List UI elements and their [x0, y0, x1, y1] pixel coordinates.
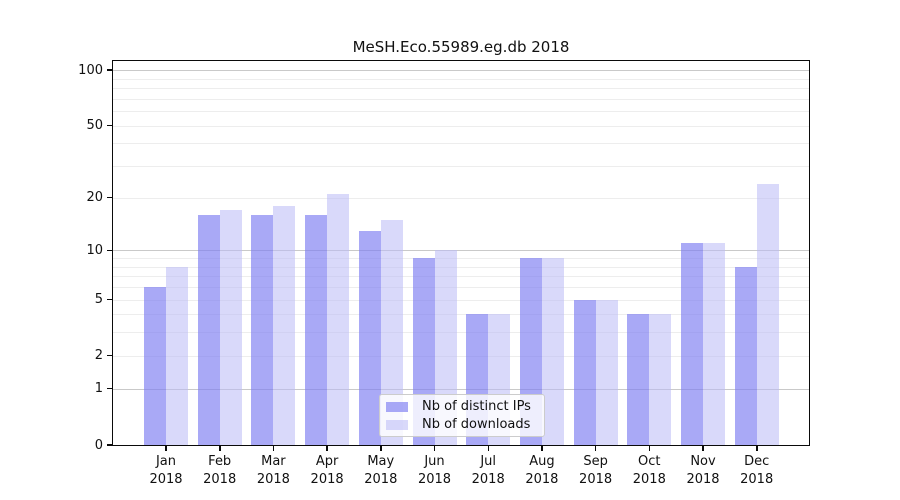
- minor-gridline: [113, 286, 809, 288]
- x-tick-label: Sep 2018: [579, 454, 613, 487]
- legend-swatch-ips-icon: [386, 401, 408, 412]
- bar-ips-jan: [144, 286, 166, 445]
- x-tick-mark: [165, 446, 167, 451]
- bar-downloads-may: [380, 219, 403, 445]
- y-tick-mark: [107, 444, 113, 446]
- legend-item-downloads: Nb of downloads: [386, 417, 544, 432]
- bar-ips-mar: [251, 214, 274, 445]
- x-tick-mark: [756, 446, 758, 451]
- y-tick-label: 100: [78, 62, 103, 78]
- minor-gridline: [113, 299, 809, 301]
- legend-label-ips: Nb of distinct IPs: [422, 399, 531, 414]
- bar-downloads-sep: [595, 299, 618, 445]
- bar-downloads-apr: [327, 193, 350, 445]
- bar-downloads-jan: [166, 266, 188, 445]
- y-tick-label: 5: [94, 292, 103, 307]
- x-tick-mark: [648, 446, 650, 451]
- y-tick-mark: [107, 69, 113, 71]
- y-tick-label: 1: [94, 381, 103, 397]
- bar-ips-oct: [627, 314, 650, 445]
- legend-swatch-downloads-icon: [386, 419, 408, 430]
- x-tick-label: Jan 2018: [149, 454, 183, 487]
- minor-gridline: [113, 78, 809, 80]
- x-tick-mark: [594, 446, 597, 451]
- y-tick-mark: [107, 298, 113, 301]
- x-tick-label: Nov 2018: [686, 454, 720, 487]
- chart-title: MeSH.Eco.55989.eg.db 2018: [352, 38, 570, 56]
- y-tick-label: 0: [94, 437, 103, 453]
- x-tick-label: May 2018: [364, 454, 398, 487]
- minor-gridline: [113, 266, 809, 268]
- y-tick-label: 50: [86, 118, 103, 134]
- plot-area: [113, 61, 809, 445]
- bar-downloads-oct: [649, 314, 672, 445]
- x-tick-mark: [326, 446, 328, 451]
- x-tick-label: Jun 2018: [417, 454, 452, 487]
- bar-ips-sep: [573, 299, 596, 445]
- x-tick-label: Mar 2018: [256, 454, 290, 487]
- y-axis-tick-marks: [107, 61, 113, 447]
- minor-gridline: [113, 143, 809, 145]
- x-axis: Jan 2018 Feb 2018 Mar 2018 Apr 2018 May 2018…: [113, 446, 809, 500]
- x-tick-mark: [433, 446, 436, 451]
- y-tick-mark: [107, 197, 113, 199]
- bar-ips-may: [358, 230, 381, 445]
- x-tick-label: Apr 2018: [310, 454, 344, 487]
- bar-downloads-dec: [756, 183, 779, 445]
- bar-downloads-nov: [703, 243, 725, 445]
- x-tick-mark: [272, 446, 275, 451]
- minor-gridline: [113, 125, 809, 127]
- y-tick-label: 20: [86, 190, 103, 206]
- x-tick-mark: [380, 446, 382, 451]
- legend: Nb of distinct IPs Nb of downloads: [379, 394, 545, 437]
- bar-downloads-aug: [541, 258, 564, 445]
- legend-label-downloads: Nb of downloads: [422, 417, 531, 432]
- bar-ips-dec: [734, 266, 757, 445]
- y-tick-mark: [107, 388, 113, 390]
- x-tick-mark: [219, 446, 221, 451]
- major-gridline: [113, 250, 809, 252]
- bar-ips-nov: [681, 243, 703, 445]
- y-axis: 100 50 20 10 5 2 1 0: [0, 61, 106, 453]
- minor-gridline: [113, 111, 809, 113]
- y-tick-mark: [107, 355, 113, 357]
- bar-downloads-feb: [219, 210, 242, 445]
- major-gridline: [113, 70, 809, 72]
- bar-downloads-mar: [273, 205, 296, 445]
- y-tick-mark: [107, 249, 113, 251]
- y-tick-label: 2: [94, 348, 103, 364]
- bar-ips-feb: [197, 214, 220, 445]
- y-tick-label: 10: [86, 242, 103, 258]
- x-tick-label: Jul 2018: [471, 454, 505, 487]
- x-tick-mark: [487, 446, 489, 451]
- x-tick-label: Dec 2018: [740, 454, 774, 487]
- minor-gridline: [113, 332, 809, 334]
- bar-ips-apr: [305, 214, 328, 445]
- minor-gridline: [113, 355, 809, 357]
- minor-gridline: [113, 258, 809, 259]
- x-tick-label: Aug 2018: [525, 454, 559, 487]
- x-tick-label: Feb 2018: [203, 454, 237, 487]
- minor-gridline: [113, 276, 809, 278]
- legend-item-ips: Nb of distinct IPs: [386, 399, 544, 414]
- major-gridline: [113, 388, 809, 390]
- x-tick-label: Oct 2018: [632, 454, 666, 487]
- minor-gridline: [113, 197, 809, 199]
- minor-gridline: [113, 98, 809, 100]
- x-tick-mark: [541, 446, 543, 451]
- minor-gridline: [113, 314, 809, 316]
- y-tick-mark: [107, 124, 113, 127]
- minor-gridline: [113, 88, 809, 89]
- minor-gridline: [113, 166, 809, 168]
- x-tick-mark: [702, 446, 704, 451]
